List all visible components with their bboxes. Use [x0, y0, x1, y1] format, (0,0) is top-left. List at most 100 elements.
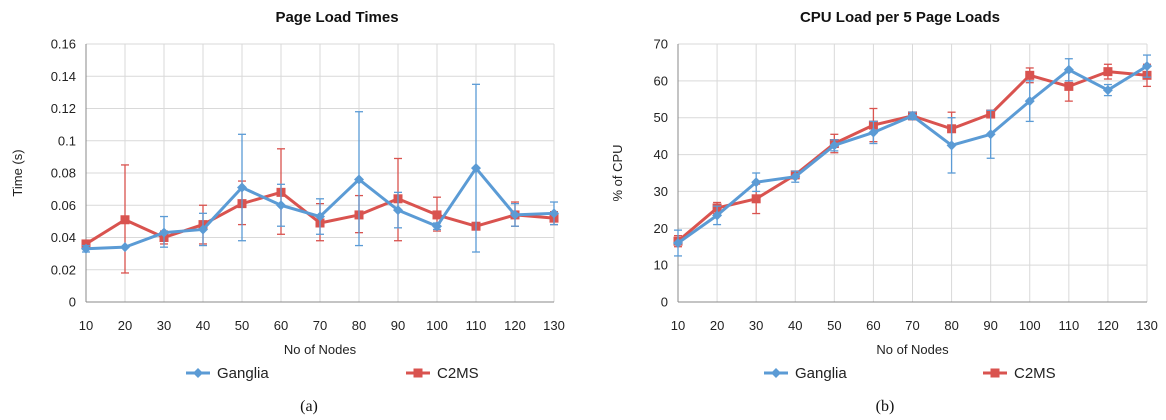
y-tick-label: 20	[654, 221, 668, 236]
data-point	[673, 238, 683, 249]
x-tick-label: 120	[1097, 318, 1119, 333]
data-point	[751, 177, 762, 188]
chart-page-load-times: Page Load Times 0 0.02 0.04 0.06 0.08 0.1 0.12 0…	[10, 9, 565, 415]
legend-marker	[771, 368, 781, 378]
series-ganglia	[673, 54, 1152, 257]
data-point	[1025, 70, 1035, 80]
x-tick-label: 110	[466, 318, 487, 333]
y-tick-label: 0.02	[51, 262, 76, 277]
data-point	[1102, 85, 1113, 96]
y-tick-label: 10	[654, 258, 668, 273]
x-tick-label: 20	[710, 318, 724, 333]
y-tick-label: 0	[69, 295, 76, 310]
x-tick-label: 100	[426, 318, 448, 333]
data-point	[237, 182, 247, 193]
data-point	[829, 140, 840, 151]
x-tick-label: 80	[944, 318, 958, 333]
x-tick-label: 80	[352, 318, 366, 333]
y-tick-label: 0	[661, 295, 668, 310]
x-tick-label: 110	[1058, 318, 1079, 333]
y-tick-label: 30	[654, 184, 668, 199]
data-point	[946, 140, 957, 151]
x-tick-label: 30	[157, 318, 171, 333]
data-point	[432, 221, 442, 232]
data-point	[868, 127, 879, 138]
x-tick-label: 100	[1019, 318, 1041, 333]
x-tick-label: 40	[196, 318, 210, 333]
x-axis-label: No of Nodes	[876, 342, 949, 357]
x-tick-label: 90	[983, 318, 997, 333]
chart-cpu-load: CPU Load per 5 Page Loads010203040506070…	[610, 9, 1158, 415]
data-point	[1024, 96, 1035, 107]
y-tick-label: 50	[654, 110, 668, 125]
y-tick-label: 0.14	[51, 69, 76, 84]
legend-label: Ganglia	[795, 365, 847, 382]
y-tick-label: 0.1	[58, 133, 76, 148]
figure-caption: (a)	[300, 398, 318, 415]
y-tick-label: 0.06	[51, 198, 76, 213]
legend-label: C2MS	[1014, 365, 1056, 382]
x-tick-label: 60	[274, 318, 288, 333]
x-axis-label: No of Nodes	[284, 342, 357, 357]
data-point	[120, 215, 130, 225]
x-tick-label: 90	[391, 318, 405, 333]
data-point	[432, 210, 442, 220]
y-tick-label: 0.12	[51, 101, 76, 116]
x-tick-label: 60	[866, 318, 880, 333]
y-axis-label: % of CPU	[610, 144, 625, 201]
x-tick-label: 20	[118, 318, 132, 333]
x-tick-label: 10	[79, 318, 93, 333]
x-tick-label: 70	[905, 318, 919, 333]
data-point	[1142, 61, 1152, 72]
x-tick-label: 120	[504, 318, 526, 333]
x-tick-label: 130	[1136, 318, 1158, 333]
y-tick-label: 40	[654, 147, 668, 162]
series-ganglia	[81, 83, 559, 254]
legend-entry-c2ms: C2MS	[983, 365, 1056, 382]
legend-marker	[990, 368, 1000, 378]
data-point	[510, 209, 520, 220]
y-tick-label: 0.04	[51, 230, 76, 245]
y-axis-label: Time (s)	[10, 149, 25, 196]
data-point	[712, 210, 723, 221]
x-tick-label: 10	[671, 318, 685, 333]
data-point	[1103, 67, 1113, 77]
data-point	[751, 194, 761, 204]
x-tick-label: 70	[313, 318, 327, 333]
data-point	[985, 129, 996, 140]
x-tick-label: 50	[235, 318, 249, 333]
data-point	[790, 171, 801, 182]
x-tick-label: 50	[827, 318, 841, 333]
data-point	[159, 227, 169, 238]
y-tick-label: 0.16	[51, 37, 76, 52]
data-point	[471, 163, 481, 174]
legend-entry-ganglia: Ganglia	[186, 365, 269, 382]
figure-caption: (b)	[876, 398, 895, 415]
chart-title: CPU Load per 5 Page Loads	[800, 9, 1000, 26]
legend-marker	[193, 368, 203, 378]
y-tick-label: 60	[654, 73, 668, 88]
legend-label: C2MS	[437, 365, 479, 382]
data-point	[120, 242, 130, 253]
data-point	[81, 243, 91, 254]
y-tick-label: 70	[654, 37, 668, 52]
chart-title: Page Load Times	[275, 9, 398, 26]
x-tick-label: 130	[543, 318, 565, 333]
y-tick-label: 0.08	[51, 166, 76, 181]
x-tick-label: 40	[788, 318, 802, 333]
data-point	[198, 224, 208, 235]
data-point	[1064, 81, 1074, 91]
x-tick-label: 30	[749, 318, 763, 333]
data-point	[1063, 64, 1074, 75]
data-point	[354, 174, 364, 185]
data-point	[393, 205, 403, 216]
data-point	[549, 208, 559, 219]
legend-label: Ganglia	[217, 365, 269, 382]
data-point	[315, 211, 325, 222]
data-point	[276, 200, 286, 211]
legend-marker	[413, 368, 423, 378]
legend-entry-c2ms: C2MS	[406, 365, 479, 382]
data-point	[907, 110, 918, 121]
legend-entry-ganglia: Ganglia	[764, 365, 847, 382]
